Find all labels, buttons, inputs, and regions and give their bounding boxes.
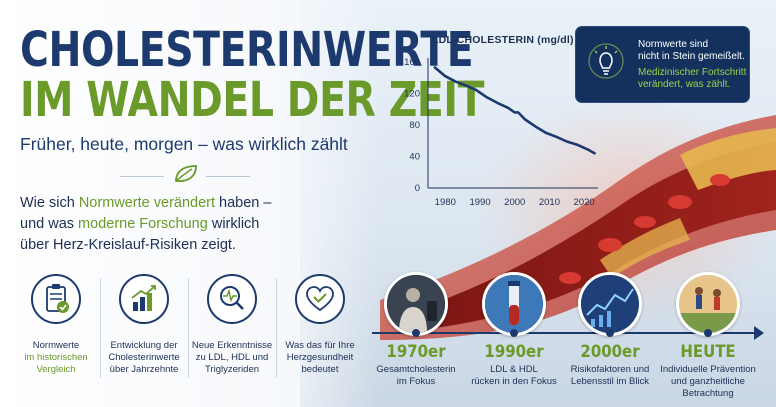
- callout-line-4: verändert, was zählt.: [638, 79, 731, 90]
- timeline-axis: [372, 332, 758, 334]
- feature-label-line-2: im historischen: [24, 352, 88, 363]
- y-tick-label: 160: [404, 57, 420, 68]
- heart-check-icon: [295, 274, 345, 324]
- timeline-desc-line-2: und ganzheitliche: [671, 376, 745, 387]
- timeline-marker: [704, 329, 712, 337]
- lightbulb-icon: [588, 43, 624, 79]
- feature-label-line-2: Cholesterinwerte: [108, 352, 180, 363]
- feature-label-line-3: über Jahrzehnte: [109, 364, 179, 375]
- timeline-year: 2000er: [580, 342, 640, 362]
- timeline-desc-line-2: im Fokus: [396, 376, 436, 387]
- x-tick-label: 2010: [539, 197, 560, 208]
- x-tick-label: 1980: [435, 197, 456, 208]
- timeline-photo-scientist: [384, 272, 448, 336]
- timeline-photo-blood-sample: [482, 272, 546, 336]
- feature-divider: [188, 278, 189, 378]
- feature-label-line-2: Herzgesundheit: [286, 352, 354, 363]
- callout-line-3: Medizinischer Fortschritt: [638, 67, 747, 78]
- left-panel: [0, 0, 380, 407]
- y-tick-label: 40: [409, 152, 420, 163]
- feature-row: Normwerte im historischen Vergleich Entw…: [12, 268, 364, 398]
- timeline-desc-line-1: Individuelle Prävention: [660, 364, 756, 375]
- timeline-photo-data-analysis: [578, 272, 642, 336]
- timeline-marker: [412, 329, 420, 337]
- feature-label-line-3: Triglyzeriden: [204, 364, 260, 375]
- title-line-2: IM WANDEL DER ZEIT: [20, 72, 485, 128]
- chart-title: LDL-CHOLESTERIN (mg/dl): [432, 34, 574, 46]
- y-tick-label: 120: [404, 89, 420, 100]
- series-line: [433, 66, 596, 155]
- feature-label-line-1: Was das für Ihre: [285, 340, 355, 351]
- ldl-line-chart: 0 40 80 120 160 1980 1990 2000 2010 2020: [404, 57, 598, 208]
- divider-left: [120, 176, 164, 177]
- timeline-year: HEUTE: [680, 342, 736, 362]
- callout-line-1: Normwerte sind: [638, 39, 709, 50]
- callout-line-2: nicht in Stein gemeißelt.: [638, 51, 745, 62]
- y-tick-label: 0: [415, 183, 420, 194]
- timeline-desc-line-1: LDL & HDL: [490, 364, 538, 375]
- lead-text-2c: wirklich: [207, 216, 260, 232]
- lead-text: Wie sich Normwerte verändert haben – und…: [20, 193, 320, 256]
- timeline-desc-line-2: rücken in den Fokus: [471, 376, 557, 387]
- feature-item: Entwicklung der Cholesterinwerte über Ja…: [100, 268, 188, 398]
- timeline-year: 1990er: [484, 342, 544, 362]
- feature-item: Was das für Ihre Herzgesundheit bedeutet: [276, 268, 364, 398]
- feature-label-line-1: Neue Erkenntnisse: [191, 340, 273, 351]
- feature-label-line-2: zu LDL, HDL und: [195, 352, 269, 363]
- x-tick-label: 1990: [469, 197, 490, 208]
- feature-label-line-1: Entwicklung der: [110, 340, 178, 351]
- y-tick-label: 80: [409, 120, 420, 131]
- info-callout: Normwerte sind nicht in Stein gemeißelt.…: [575, 26, 750, 103]
- timeline-desc-line-2: Lebensstil im Blick: [570, 376, 650, 387]
- timeline-desc-line-1: Gesamtcholesterin: [376, 364, 456, 375]
- x-tick-label: 2000: [504, 197, 525, 208]
- bar-chart-growth-icon: [119, 274, 169, 324]
- timeline-photo-runners: [676, 272, 740, 336]
- feature-item: Normwerte im historischen Vergleich: [12, 268, 100, 398]
- lead-text-1a: Wie sich: [20, 195, 79, 211]
- clipboard-check-icon: [31, 274, 81, 324]
- magnifier-pulse-icon: [207, 274, 257, 324]
- feature-label-line-1: Normwerte: [32, 340, 80, 351]
- timeline-desc-line-1: Risikofaktoren und: [570, 364, 650, 375]
- divider-right: [206, 176, 250, 177]
- timeline-arrow-icon: [754, 326, 764, 340]
- timeline-year: 1970er: [386, 342, 446, 362]
- title-line-1: CHOLESTERINWERTE: [20, 22, 474, 78]
- lead-highlight-2: moderne Forschung: [78, 216, 208, 232]
- x-tick-label: 2020: [574, 197, 595, 208]
- feature-divider: [100, 278, 101, 378]
- feature-item: Neue Erkenntnisse zu LDL, HDL und Trigly…: [188, 268, 276, 398]
- timeline-marker: [606, 329, 614, 337]
- timeline-marker: [510, 329, 518, 337]
- timeline-desc-line-3: Betrachtung: [682, 388, 734, 399]
- feature-divider: [276, 278, 277, 378]
- lead-text-1c: haben –: [215, 195, 272, 211]
- subtitle: Früher, heute, morgen – was wirklich zäh…: [20, 134, 348, 154]
- feature-label-line-3: Vergleich: [36, 364, 76, 375]
- leaf-icon: [175, 165, 197, 182]
- lead-highlight-1: Normwerte verändert: [78, 195, 216, 211]
- feature-label-line-3: bedeutet: [301, 364, 339, 375]
- lead-text-3: über Herz-Kreislauf-Risiken zeigt.: [20, 237, 236, 253]
- lead-text-2a: und was: [20, 216, 79, 232]
